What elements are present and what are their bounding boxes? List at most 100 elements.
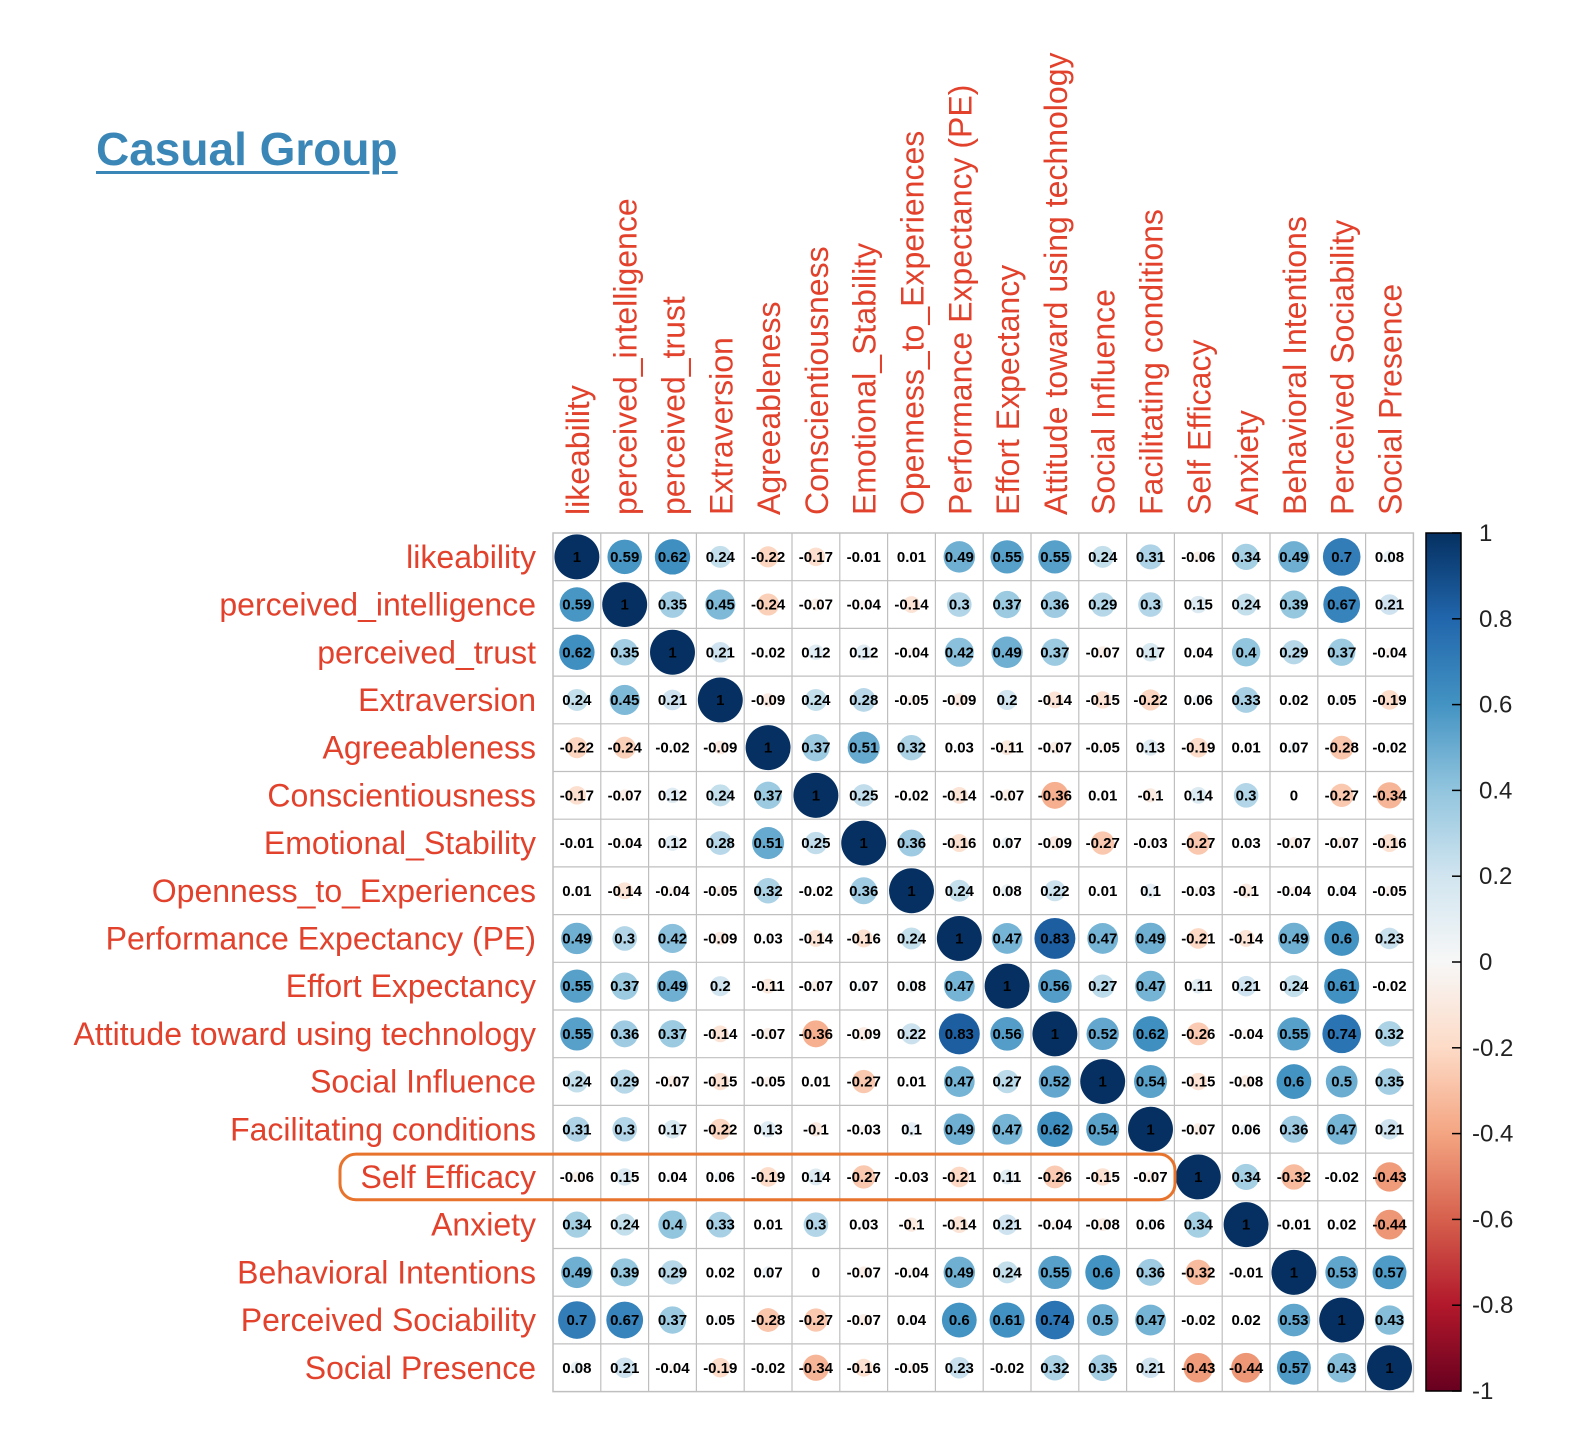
cell-value: -0.09 — [703, 930, 737, 947]
cell-circle — [997, 689, 1018, 710]
matrix-cell: -0.04 — [1229, 1026, 1264, 1043]
cell-circle — [856, 1027, 871, 1041]
cell-circle — [1282, 975, 1305, 998]
row-label: Self Efficacy — [361, 1159, 536, 1195]
matrix-cell: -0.14 — [942, 786, 977, 804]
colorbar-tick-label: 0.8 — [1479, 606, 1512, 633]
cell-value: 0.06 — [1184, 692, 1213, 709]
cell-value: 0.14 — [801, 1169, 831, 1186]
cell-circle — [563, 1211, 591, 1238]
matrix-cell: -0.09 — [703, 740, 737, 757]
matrix-cell: 0.11 — [1184, 978, 1212, 995]
matrix-cell: 0.36 — [1136, 1258, 1165, 1286]
cell-circle — [1276, 1064, 1312, 1099]
matrix-cell: 0.06 — [1231, 1121, 1260, 1138]
matrix-cell: 0.08 — [992, 883, 1021, 900]
cell-circle — [1386, 744, 1393, 751]
cell-circle — [1194, 886, 1203, 895]
cell-circle — [663, 1119, 682, 1139]
matrix-cell: 0.47 — [1135, 1304, 1166, 1336]
cell-value: 1 — [764, 740, 772, 757]
cell-circle — [1324, 968, 1360, 1004]
cell-circle — [574, 888, 580, 893]
matrix-cell: 1 — [1175, 1154, 1221, 1200]
cell-value: 1 — [1146, 1121, 1154, 1138]
cell-value: 0.32 — [1040, 1360, 1069, 1377]
cell-value: -0.03 — [894, 1169, 928, 1186]
cell-circle — [936, 915, 982, 961]
matrix-cell: -0.09 — [751, 692, 785, 709]
row-labels: likeability perceived_intelligenceperceiv… — [73, 539, 536, 1386]
cell-circle — [756, 1308, 780, 1332]
matrix-cell: 0.55 — [1277, 1017, 1311, 1051]
colorbar: 1 0.8 0.6 0.4 0.2 0 -0.2 -0.4 -0.6 -0.8 -1 — [1425, 520, 1513, 1405]
cell-circle — [1143, 788, 1158, 803]
cell-value: 0.2 — [710, 978, 731, 995]
matrix-cell: -0.04 — [655, 883, 690, 900]
matrix-cell: 0.53 — [1325, 1255, 1359, 1289]
cell-circle — [1086, 1017, 1119, 1051]
matrix-cell: -0.05 — [894, 692, 928, 709]
cell-value: -0.07 — [799, 597, 833, 614]
cell-value: 0.03 — [753, 930, 782, 947]
cell-value: 0.08 — [1375, 549, 1404, 566]
cell-circle — [907, 1267, 916, 1277]
matrix-cell: 0.34 — [562, 1211, 592, 1238]
cell-circle — [709, 545, 732, 568]
cell-circle — [760, 1121, 777, 1138]
matrix-cell: 0.43 — [1326, 1353, 1357, 1383]
cell-value: -0.04 — [655, 883, 690, 900]
cell-value: 0.08 — [992, 883, 1021, 900]
cell-circle — [616, 882, 634, 900]
cell-value: -0.14 — [1038, 692, 1073, 709]
cell-circle — [1086, 1112, 1120, 1146]
cell-circle — [611, 1020, 639, 1048]
matrix-cell: 0.02 — [706, 1264, 735, 1281]
row-label: Perceived Sociability — [241, 1302, 536, 1338]
matrix-cell: -0.43 — [1372, 1162, 1407, 1192]
cell-circle — [1041, 591, 1069, 619]
matrix-cell: -0.02 — [799, 883, 833, 900]
cell-circle — [1278, 541, 1310, 573]
cell-value: 0.3 — [614, 930, 635, 947]
cell-value: -0.04 — [894, 1264, 929, 1281]
matrix-cell: 0.29 — [1088, 592, 1117, 617]
cell-circle — [1032, 1011, 1078, 1057]
cell-circle — [950, 1216, 968, 1234]
matrix-cell: 0.04 — [1327, 883, 1357, 900]
cell-circle — [1324, 921, 1360, 956]
cell-value: -0.02 — [1372, 740, 1406, 757]
cell-value: -0.05 — [703, 883, 737, 900]
matrix-cell: 0.45 — [705, 589, 736, 620]
cell-value: 0.56 — [992, 1026, 1021, 1043]
cell-circle — [907, 1315, 916, 1325]
matrix-cell: 0.55 — [1038, 540, 1072, 574]
row-label: Anxiety — [431, 1207, 536, 1243]
cell-value: 0.59 — [562, 597, 591, 614]
matrix-cell: 1 — [1128, 1106, 1173, 1152]
cell-value: -0.03 — [847, 1121, 881, 1138]
matrix-cell: -0.1 — [1138, 787, 1164, 804]
matrix-cell: -0.09 — [942, 692, 976, 709]
cell-value: 0.12 — [658, 787, 687, 804]
cell-circle — [857, 980, 870, 993]
cell-circle — [607, 539, 642, 575]
cell-value: 1 — [668, 644, 676, 661]
cell-value: 0.3 — [949, 597, 970, 614]
cell-value: 0.53 — [1279, 1312, 1308, 1329]
cell-circle — [1185, 1211, 1212, 1238]
cell-value: 0.17 — [658, 1121, 687, 1138]
cell-circle — [1190, 978, 1206, 994]
cell-circle — [1186, 831, 1210, 855]
matrix-cell: 1 — [889, 868, 934, 914]
cell-value: 0.6 — [949, 1312, 970, 1329]
matrix-cell: 0.67 — [606, 1301, 644, 1339]
matrix-cell: -0.22 — [560, 737, 594, 759]
cell-value: 0.24 — [897, 930, 927, 947]
matrix-cell: -0.02 — [655, 740, 689, 757]
cell-value: 0.01 — [897, 1074, 926, 1091]
cell-circle — [745, 725, 791, 771]
matrix-cell: 0.43 — [1374, 1305, 1405, 1335]
cell-circle — [1243, 745, 1249, 750]
cell-circle — [711, 1025, 729, 1043]
